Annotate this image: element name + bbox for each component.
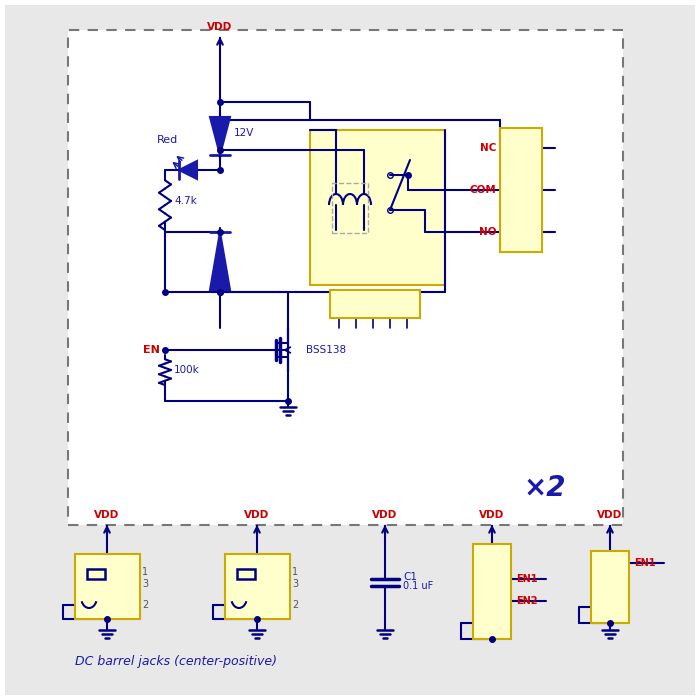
- Text: 1: 1: [336, 300, 342, 309]
- Bar: [330, 290, 420, 318]
- Text: 1: 1: [142, 567, 148, 577]
- Text: 5: 5: [404, 300, 410, 309]
- Text: EN1: EN1: [516, 574, 538, 584]
- Text: VDD: VDD: [597, 510, 622, 520]
- Text: 100k: 100k: [174, 365, 200, 375]
- Text: 2: 2: [292, 600, 298, 610]
- Text: 4.7k: 4.7k: [174, 196, 197, 206]
- Text: 2: 2: [489, 596, 495, 606]
- Text: VDD: VDD: [207, 22, 232, 32]
- Bar: [68, 30, 623, 525]
- Bar: [87, 569, 105, 579]
- Polygon shape: [179, 161, 197, 179]
- Text: 2: 2: [607, 580, 613, 590]
- Text: 1: 1: [519, 143, 526, 153]
- Bar: [591, 551, 629, 623]
- Text: NO: NO: [479, 227, 496, 237]
- Polygon shape: [210, 232, 230, 290]
- Text: 2: 2: [519, 185, 526, 195]
- Text: 3: 3: [142, 579, 148, 589]
- Text: 4: 4: [387, 300, 393, 309]
- Text: VDD: VDD: [480, 510, 505, 520]
- Text: 1: 1: [292, 567, 298, 577]
- Text: ×2: ×2: [524, 474, 566, 502]
- Text: 0.1 uF: 0.1 uF: [403, 581, 433, 591]
- Text: 2: 2: [354, 300, 359, 309]
- Text: NC: NC: [480, 143, 496, 153]
- Bar: [310, 130, 445, 285]
- Bar: [473, 544, 511, 639]
- Text: VDD: VDD: [372, 510, 398, 520]
- Text: 3: 3: [607, 558, 613, 568]
- Bar: [75, 554, 140, 619]
- Text: BSS138: BSS138: [306, 345, 346, 355]
- Text: COM: COM: [469, 185, 496, 195]
- Text: VDD: VDD: [94, 510, 120, 520]
- Text: 3: 3: [489, 574, 495, 584]
- Text: 3: 3: [519, 227, 526, 237]
- Text: 3: 3: [370, 300, 376, 309]
- Text: VDD: VDD: [244, 510, 270, 520]
- Text: 12V: 12V: [234, 128, 254, 138]
- Polygon shape: [210, 117, 230, 155]
- Text: 2: 2: [142, 600, 148, 610]
- Text: EN: EN: [143, 345, 160, 355]
- Bar: [225, 554, 290, 619]
- Text: 1: 1: [607, 602, 613, 612]
- Bar: [500, 128, 542, 252]
- Text: Red: Red: [158, 135, 178, 145]
- Text: 3: 3: [292, 579, 298, 589]
- Bar: [237, 569, 255, 579]
- Text: EN2: EN2: [516, 596, 538, 606]
- Bar: [332, 183, 368, 233]
- Text: C1: C1: [403, 572, 417, 582]
- Text: EN1: EN1: [634, 558, 655, 568]
- Text: DC barrel jacks (center-positive): DC barrel jacks (center-positive): [75, 655, 277, 668]
- Text: 4: 4: [489, 552, 495, 562]
- Text: 1: 1: [489, 618, 495, 628]
